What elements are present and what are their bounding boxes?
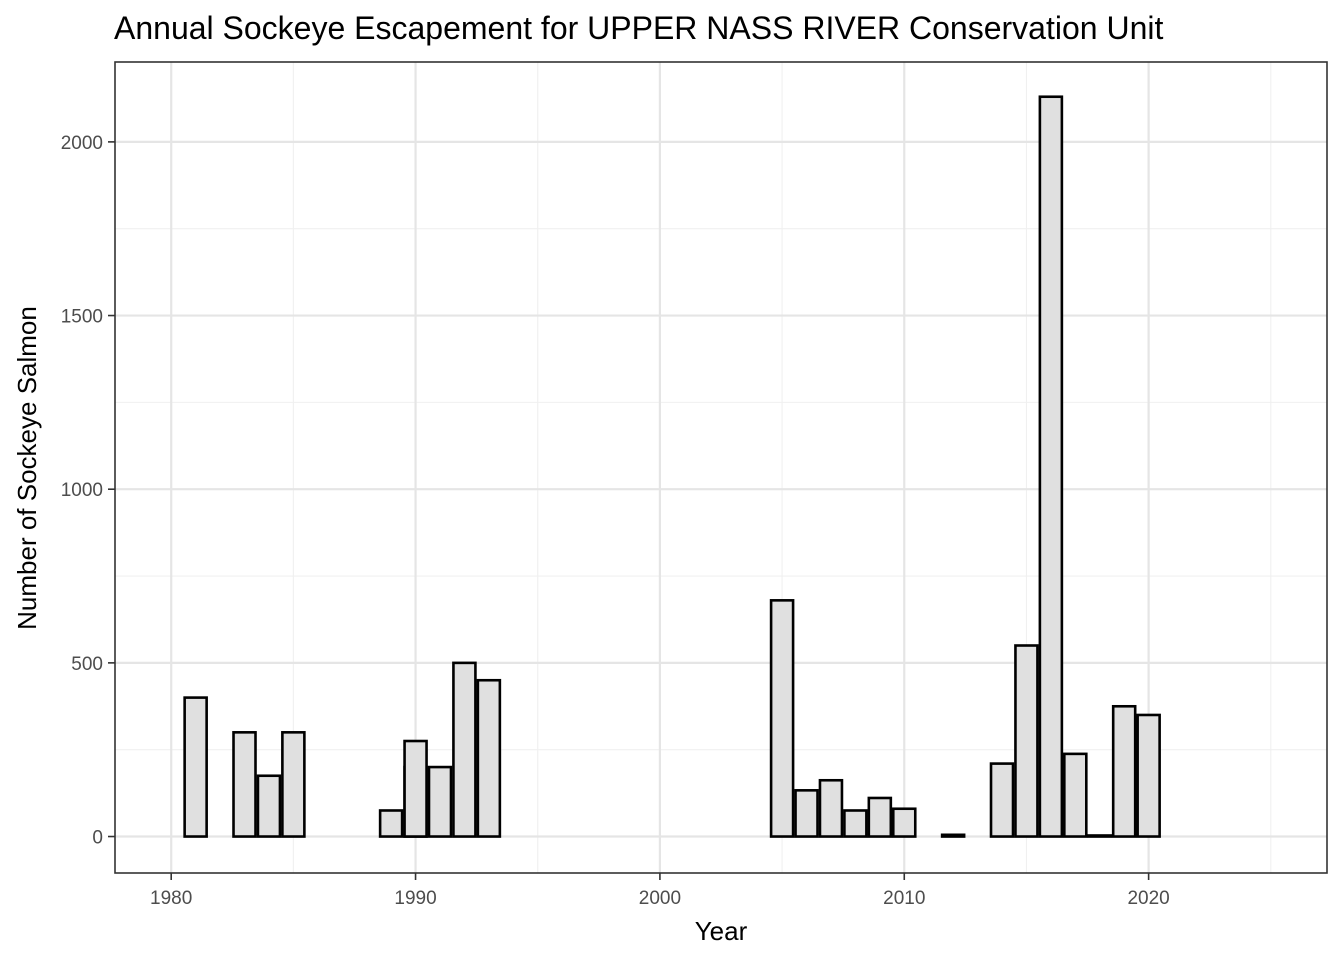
bar-1991 [427, 765, 453, 838]
bar-2006 [794, 789, 819, 838]
bar-2017 [1063, 752, 1088, 838]
bar-2009 [867, 796, 893, 838]
bar-1990 [403, 739, 428, 838]
x-tick-label: 1990 [394, 888, 436, 909]
bar-2014 [989, 762, 1015, 838]
bar-2005 [769, 599, 795, 838]
bar-2018 [1087, 834, 1113, 838]
y-tick-label: 0 [92, 828, 103, 849]
bar-1983 [232, 731, 257, 838]
bar-2010 [891, 807, 917, 838]
bar-1985 [281, 731, 306, 838]
y-tick-label: 2000 [61, 133, 103, 154]
x-tick-label: 1980 [150, 888, 192, 909]
y-tick-label: 1000 [61, 480, 103, 501]
bar-1984 [256, 774, 282, 838]
bar-2020 [1136, 713, 1161, 838]
bar-2012 [940, 833, 966, 838]
bar-2015 [1014, 644, 1039, 838]
bar-2008 [843, 809, 868, 838]
x-tick-label: 2010 [883, 888, 925, 909]
chart-title: Annual Sockeye Escapement for UPPER NASS… [114, 10, 1163, 46]
bar-1981 [183, 696, 208, 838]
bar-1989 [378, 809, 404, 838]
y-tick-label: 1500 [61, 307, 103, 328]
bar-2019 [1111, 704, 1137, 838]
bar-1992 [452, 661, 477, 838]
x-tick-label: 2000 [639, 888, 681, 909]
y-tick-label: 500 [71, 654, 103, 675]
bar-series [183, 95, 1161, 838]
bar-2007 [818, 778, 844, 838]
y-axis-title: Number of Sockeye Salmon [12, 306, 42, 630]
x-axis: 1980 1990 2000 2010 2020 [150, 873, 1170, 909]
bar-1993 [476, 678, 502, 838]
bar-2016 [1038, 95, 1064, 838]
x-axis-title: Year [695, 916, 748, 946]
y-axis: 0 500 1000 1500 2000 [61, 133, 115, 849]
plot-panel [114, 61, 1328, 874]
x-tick-label: 2020 [1127, 888, 1169, 909]
